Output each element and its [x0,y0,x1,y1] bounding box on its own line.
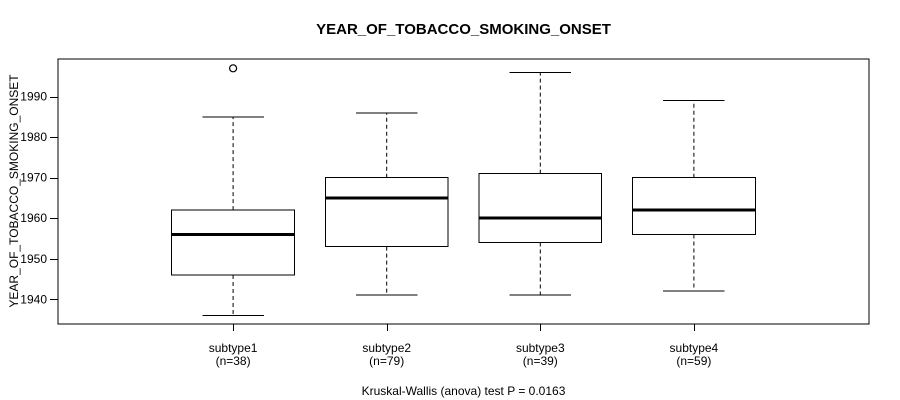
outlier-point [229,64,238,73]
box-group: subtype1(n=38) [171,64,296,368]
stat-test-caption: Kruskal-Wallis (anova) test P = 0.0163 [361,384,566,398]
x-axis-n-label: (n=38) [216,354,251,368]
iqr-box [631,177,756,235]
y-tick-label: 1980 [20,130,47,144]
box-group: subtype4(n=59) [631,100,756,368]
y-tick-label: 1960 [20,211,47,225]
box-group: subtype3(n=39) [478,71,603,368]
iqr-box [324,177,449,248]
x-axis-n-label: (n=59) [676,354,711,368]
x-axis-label: subtype3 [516,341,565,355]
iqr-box [171,209,296,276]
x-axis-n-label: (n=39) [523,354,558,368]
x-axis-label: subtype4 [670,341,719,355]
plot-frame [57,58,870,325]
chart-title: YEAR_OF_TOBACCO_SMOKING_ONSET [316,21,611,38]
y-tick-label: 1950 [20,252,47,266]
y-tick-label: 1990 [20,90,47,104]
x-axis-n-label: (n=79) [369,354,404,368]
x-axis-label: subtype1 [209,341,258,355]
y-tick-label: 1940 [20,292,47,306]
y-tick-label: 1970 [20,171,47,185]
box-group: subtype2(n=79) [324,112,449,368]
x-axis-label: subtype2 [362,341,411,355]
iqr-box [478,173,603,244]
